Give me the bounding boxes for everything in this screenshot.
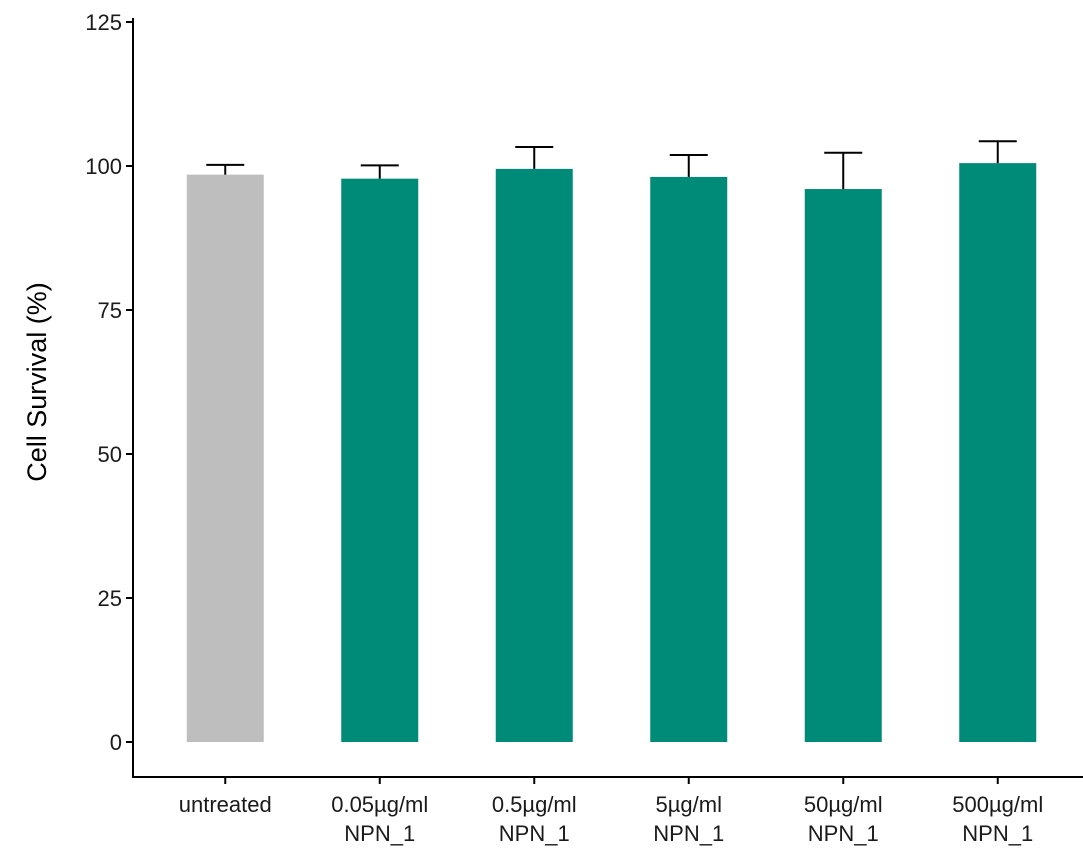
y-tick-label: 75 [98,298,122,323]
x-tick-label: 500µg/ml [952,792,1043,817]
error-bar [824,151,863,190]
error-bars-layer [206,140,1017,190]
error-bar [206,163,245,175]
bar [495,168,573,742]
x-ticks: untreated 0.05µg/ml NPN_1 0.5µg/ml NPN_1 5µg/… [179,777,1043,846]
x-tick-label: NPN_1 [962,821,1033,846]
x-tick-label: NPN_1 [808,821,879,846]
x-tick-label: NPN_1 [344,821,415,846]
axes [132,18,1083,778]
bar [341,178,419,742]
error-bar [669,154,708,177]
y-tick-label: 100 [85,154,122,179]
x-tick-label: NPN_1 [653,821,724,846]
error-bar [978,140,1017,164]
bars-layer [186,163,1037,743]
y-tick-label: 125 [85,10,122,35]
y-tick-label: 25 [98,586,122,611]
bar [650,176,728,743]
bar [959,163,1037,742]
x-tick-label: 0.05µg/ml [331,792,428,817]
x-tick-label: NPN_1 [499,821,570,846]
x-tick-label: 5µg/ml [656,792,722,817]
y-tick-label: 50 [98,442,122,467]
bar [804,189,882,743]
x-tick-label: untreated [179,792,272,817]
error-bar [360,164,399,179]
y-tick-label: 0 [110,730,122,755]
bar [186,174,264,742]
x-tick-label: 50µg/ml [804,792,883,817]
y-axis-title: Cell Survival (%) [22,282,52,482]
y-ticks: 0 25 50 75 100 125 [85,10,133,755]
error-bar [515,145,554,169]
x-tick-label: 0.5µg/ml [492,792,577,817]
